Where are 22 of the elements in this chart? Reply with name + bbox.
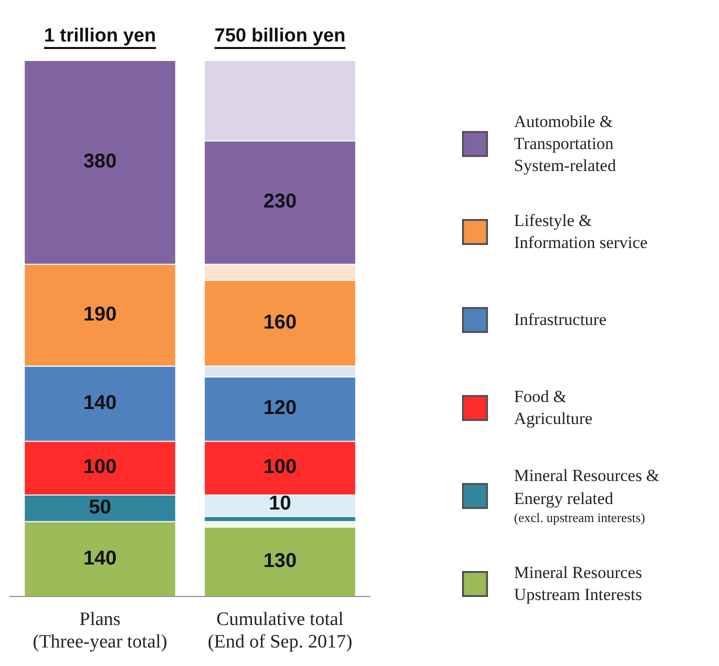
annotation: 1 trillion yen xyxy=(44,26,156,47)
data-label: 10 xyxy=(268,492,292,514)
legend-label: Lifestyle & Information service xyxy=(514,210,648,254)
data-label: 140 xyxy=(83,547,117,570)
legend-label: Food & Agriculture xyxy=(514,386,592,430)
data-label: 50 xyxy=(88,496,112,518)
data-label: 160 xyxy=(263,311,297,334)
legend-label: Mineral Resources Upstream Interests xyxy=(514,562,642,606)
data-label: 100 xyxy=(83,456,117,478)
text: Automobile & Transportation System-related xyxy=(514,110,616,178)
data-label: 130 xyxy=(263,550,297,572)
legend-label: Infrastructure xyxy=(514,308,607,331)
data-label: 100 xyxy=(263,456,297,478)
x-tick-label: Plans (Three-year total) xyxy=(32,608,168,653)
legend-label: Mineral Resources & Energy related (excl. upstream interests) xyxy=(514,465,660,527)
data-label: 140 xyxy=(83,392,117,414)
data-label: 190 xyxy=(83,303,117,326)
data-label: 120 xyxy=(263,397,297,420)
data-label: 380 xyxy=(83,150,117,172)
x-tick-label: Cumulative total (End of Sep. 2017) xyxy=(208,608,352,653)
annotation: 750 billion yen xyxy=(214,26,346,47)
data-label: 230 xyxy=(263,190,297,213)
